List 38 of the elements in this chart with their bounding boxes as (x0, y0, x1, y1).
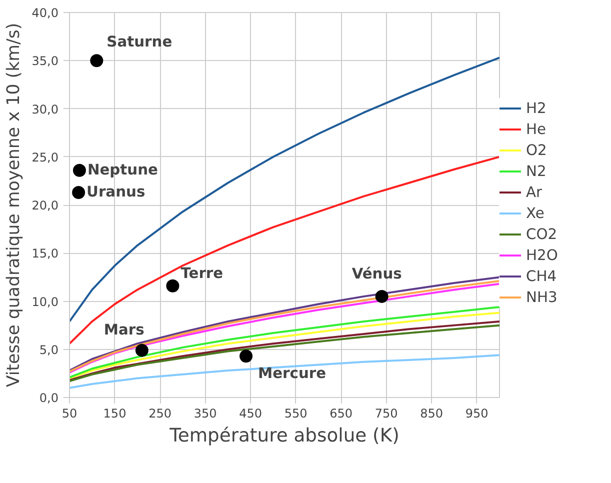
y-tick-label: 10,0 (32, 294, 58, 309)
y-axis-title: Vitesse quadratique moyenne x 10 (km/s) (4, 22, 24, 388)
annotation: Mars (104, 321, 145, 338)
x-tick-label: 750 (374, 406, 398, 420)
x-tick-label: 250 (148, 406, 172, 420)
annotation: Saturne (106, 34, 172, 51)
y-tick-label: 35,0 (32, 54, 58, 68)
x-tick-label: 450 (239, 406, 262, 420)
x-tick-label: 550 (284, 406, 308, 420)
x-tick-label: 50 (62, 406, 78, 420)
legend-label: He (526, 120, 546, 138)
annotation: Vénus (352, 265, 402, 282)
annotation: Neptune (87, 161, 158, 178)
legend-label: H2 (526, 100, 546, 116)
y-tick-label: 30,0 (32, 102, 58, 116)
x-tick-label: 350 (194, 406, 217, 420)
x-tick-label: 950 (465, 406, 488, 420)
annotation: Mercure (258, 365, 326, 382)
x-axis-title: Température absolue (K) (168, 426, 400, 446)
legend-label: O2 (526, 142, 547, 158)
x-tick-label: 650 (330, 406, 353, 420)
annotation: Terre (180, 264, 224, 282)
x-tick-label: 850 (420, 406, 444, 420)
legend-label: H2O (526, 246, 558, 264)
legend-label: Xe (526, 204, 546, 222)
legend-label: Ar (526, 184, 544, 200)
legend-label: NH3 (526, 288, 558, 306)
x-tick-label: 150 (103, 406, 126, 420)
y-tick-label: 40,0 (32, 6, 58, 20)
legend-label: CH4 (526, 268, 557, 284)
annotation: Uranus (86, 183, 146, 200)
y-tick-label: 25,0 (32, 150, 58, 164)
y-tick-label: 5,0 (39, 342, 59, 357)
y-tick-label: 0,0 (39, 391, 59, 405)
legend-label: N2 (526, 162, 546, 180)
y-tick-label: 15,0 (32, 246, 58, 261)
y-tick-label: 20,0 (32, 198, 58, 212)
legend-label: CO2 (526, 226, 558, 242)
